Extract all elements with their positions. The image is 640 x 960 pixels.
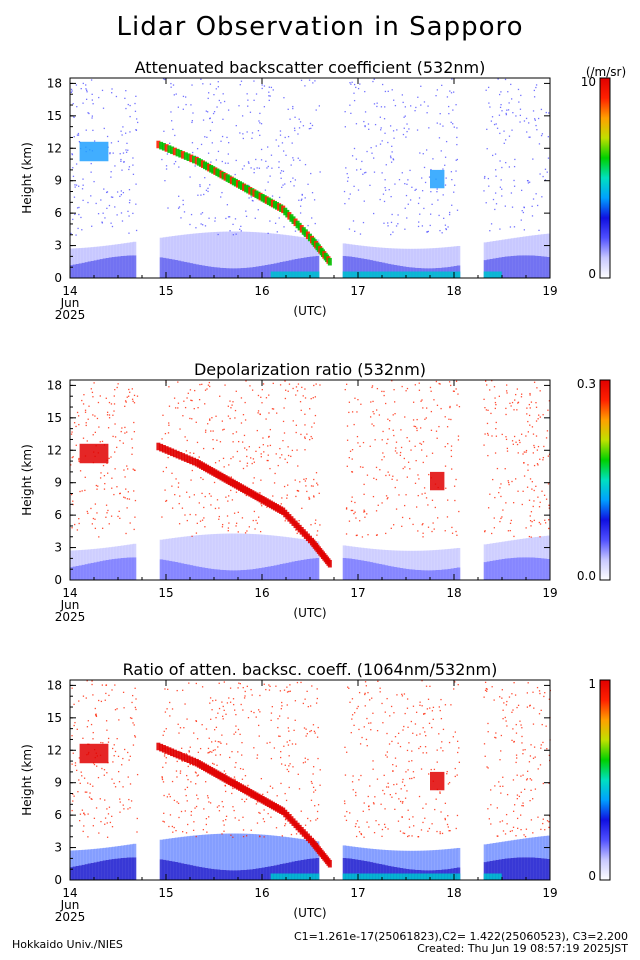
colorbar bbox=[599, 379, 611, 581]
cloud-layer bbox=[156, 140, 332, 266]
y-tick-label: 0 bbox=[54, 873, 62, 887]
x-date-label: Jun bbox=[60, 898, 80, 912]
y-tick-label: 18 bbox=[47, 378, 62, 392]
y-tick-label: 18 bbox=[47, 678, 62, 692]
y-tick-label: 6 bbox=[54, 508, 62, 522]
y-tick-label: 12 bbox=[47, 141, 62, 155]
footer-created: Created: Thu Jun 19 08:57:19 2025JST bbox=[417, 942, 628, 955]
x-axis-label: (UTC) bbox=[293, 606, 326, 620]
x-date-label: Jun bbox=[60, 296, 80, 310]
heatmap-cells bbox=[69, 231, 551, 278]
y-tick-label: 6 bbox=[54, 206, 62, 220]
y-tick-label: 15 bbox=[47, 711, 62, 725]
x-axis-label: (UTC) bbox=[293, 906, 326, 920]
x-date-label: 2025 bbox=[55, 910, 86, 924]
y-axis-label: Height (km) bbox=[20, 744, 34, 815]
x-tick-label: 16 bbox=[254, 886, 269, 900]
y-tick-label: 15 bbox=[47, 411, 62, 425]
x-tick-label: 14 bbox=[62, 886, 77, 900]
y-tick-label: 3 bbox=[54, 239, 62, 253]
noise-dots bbox=[70, 380, 551, 538]
y-tick-label: 15 bbox=[47, 109, 62, 123]
panel-title: Attenuated backscatter coefficient (532n… bbox=[135, 58, 486, 77]
x-tick-label: 16 bbox=[254, 284, 269, 298]
x-axis-label: (UTC) bbox=[293, 304, 326, 318]
colorbar bbox=[599, 77, 611, 279]
x-tick-label: 19 bbox=[542, 886, 557, 900]
y-tick-label: 3 bbox=[54, 841, 62, 855]
colorbar-max-label: 10 bbox=[581, 75, 596, 89]
cirrus-patches bbox=[79, 443, 445, 491]
noise-dots bbox=[71, 680, 551, 838]
y-tick-label: 9 bbox=[54, 174, 62, 188]
y-tick-label: 0 bbox=[54, 271, 62, 285]
cirrus-patches bbox=[79, 141, 445, 189]
x-tick-label: 15 bbox=[158, 284, 173, 298]
x-tick-label: 19 bbox=[542, 284, 557, 298]
y-tick-label: 18 bbox=[47, 76, 62, 90]
y-tick-label: 0 bbox=[54, 573, 62, 587]
x-tick-label: 17 bbox=[350, 284, 365, 298]
panel-title: Ratio of atten. backsc. coeff. (1064nm/5… bbox=[123, 660, 498, 679]
y-axis-label: Height (km) bbox=[20, 142, 34, 213]
y-axis-label: Height (km) bbox=[20, 444, 34, 515]
x-tick-label: 15 bbox=[158, 886, 173, 900]
panel-title: Depolarization ratio (532nm) bbox=[194, 360, 426, 379]
colorbar-unit-label: (/m/sr) bbox=[586, 65, 626, 79]
y-tick-label: 12 bbox=[47, 443, 62, 457]
footer-institution: Hokkaido Univ./NIES bbox=[12, 938, 123, 951]
x-tick-label: 18 bbox=[446, 284, 461, 298]
cloud-layer bbox=[156, 442, 332, 568]
x-tick-label: 18 bbox=[446, 586, 461, 600]
x-tick-label: 19 bbox=[542, 586, 557, 600]
y-tick-label: 9 bbox=[54, 776, 62, 790]
colorbar-min-label: 0 bbox=[588, 869, 596, 883]
x-tick-label: 16 bbox=[254, 586, 269, 600]
x-date-label: Jun bbox=[60, 598, 80, 612]
x-tick-label: 17 bbox=[350, 886, 365, 900]
x-date-label: 2025 bbox=[55, 308, 86, 322]
y-tick-label: 3 bbox=[54, 541, 62, 555]
noise-dots bbox=[70, 78, 550, 236]
colorbar-min-label: 0.0 bbox=[577, 569, 596, 583]
footer-constants: C1=1.261e-17(25061823),C2= 1.422(2506052… bbox=[293, 930, 628, 943]
cloud-layer bbox=[156, 742, 332, 868]
y-tick-label: 12 bbox=[47, 743, 62, 757]
cirrus-patches bbox=[79, 743, 445, 791]
colorbar-max-label: 0.3 bbox=[577, 377, 596, 391]
x-tick-label: 14 bbox=[62, 284, 77, 298]
x-date-label: 2025 bbox=[55, 610, 86, 624]
colorbar bbox=[599, 679, 611, 881]
x-tick-label: 18 bbox=[446, 886, 461, 900]
x-tick-label: 15 bbox=[158, 586, 173, 600]
main-title: Lidar Observation in Sapporo bbox=[116, 12, 524, 42]
y-tick-label: 6 bbox=[54, 808, 62, 822]
x-tick-label: 14 bbox=[62, 586, 77, 600]
x-tick-label: 17 bbox=[350, 586, 365, 600]
colorbar-min-label: 0 bbox=[588, 267, 596, 281]
y-tick-label: 9 bbox=[54, 476, 62, 490]
colorbar-max-label: 1 bbox=[588, 677, 596, 691]
